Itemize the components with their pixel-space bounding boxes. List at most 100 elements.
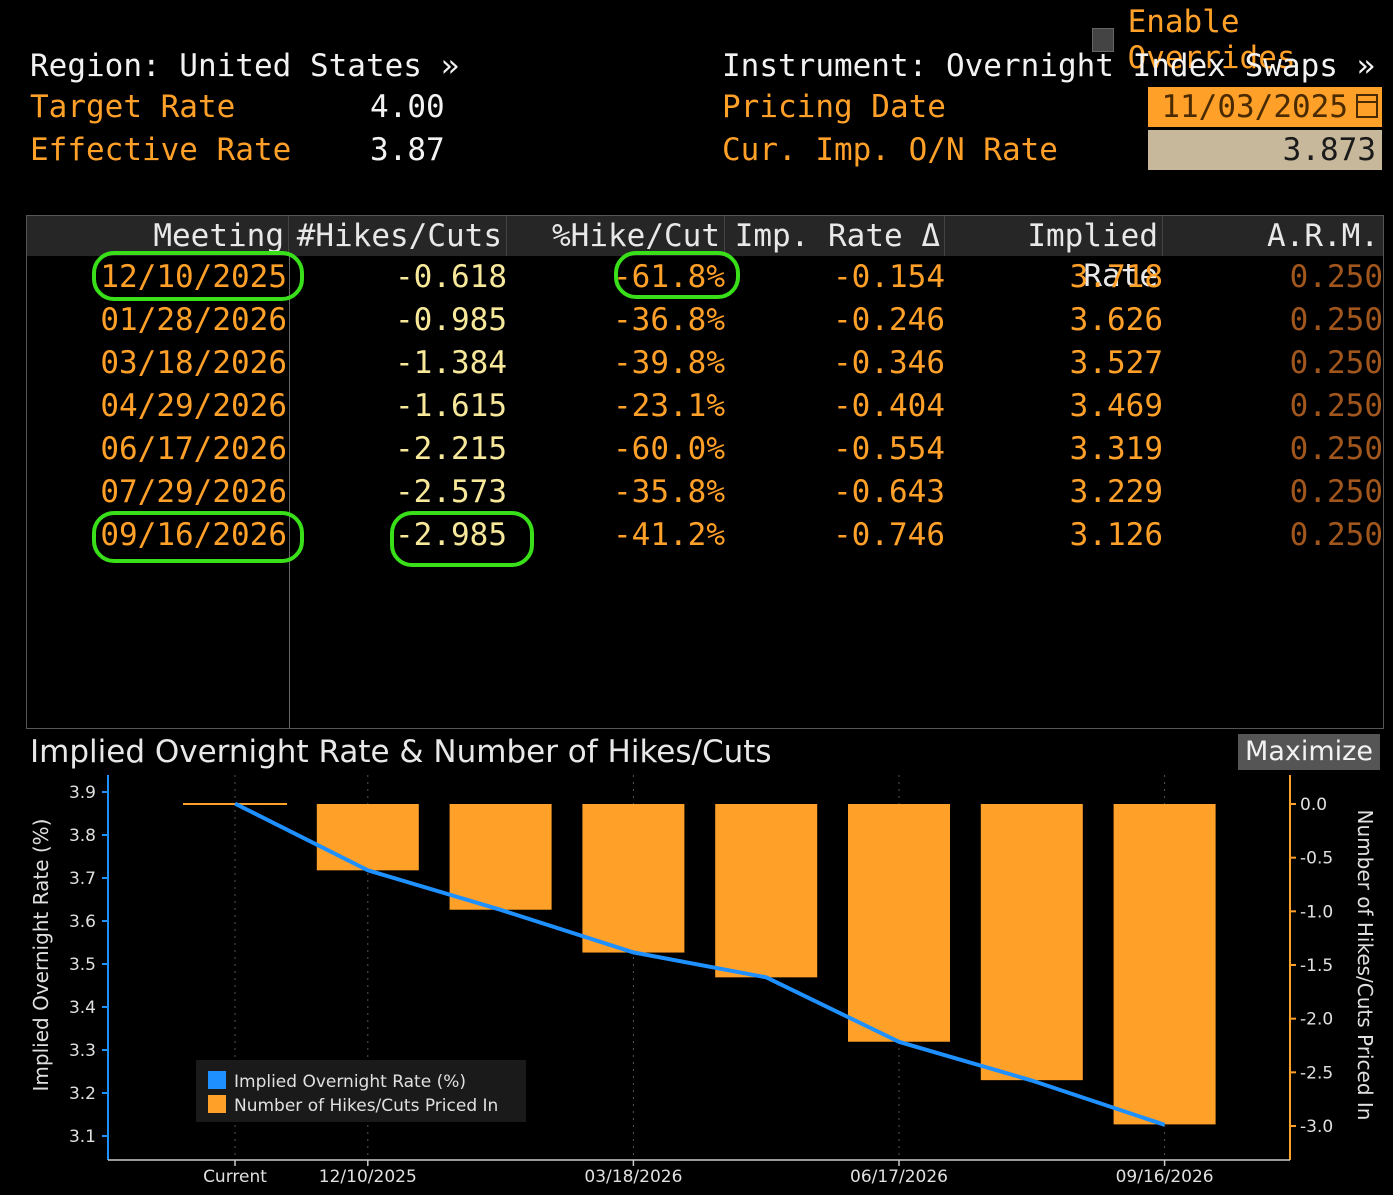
bar-hikes-cuts — [848, 804, 950, 1042]
meeting-date: 03/18/2026 — [100, 345, 287, 381]
highlight-circle — [92, 251, 304, 301]
target-rate-value: 4.00 — [370, 89, 445, 125]
implied-rate: 3.319 — [1069, 431, 1163, 467]
col-pct[interactable]: %Hike/Cut — [507, 216, 725, 256]
overrides-checkbox[interactable] — [1092, 28, 1114, 52]
x-tick-label: Current — [203, 1167, 267, 1187]
right-tick-label: 0.0 — [1300, 795, 1327, 815]
cur-rate-value: 3.873 — [1282, 132, 1376, 168]
maximize-button[interactable]: Maximize — [1238, 734, 1380, 770]
arm-value: 0.250 — [1289, 388, 1383, 424]
implied-rate: 3.469 — [1069, 388, 1163, 424]
left-tick-label: 3.4 — [69, 998, 96, 1018]
implied-rate: 3.229 — [1069, 474, 1163, 510]
table-row[interactable]: 04/29/2026 -1.615 -23.1% -0.404 3.469 0.… — [27, 385, 1383, 428]
hikes-cuts: -0.985 — [395, 302, 507, 338]
left-tick-label: 3.3 — [69, 1041, 96, 1061]
arm-value: 0.250 — [1289, 517, 1383, 553]
left-tick-label: 3.7 — [69, 869, 96, 889]
bar-hikes-cuts — [715, 804, 818, 978]
imp-rate-delta: -0.404 — [833, 388, 945, 424]
column-divider — [289, 256, 290, 728]
bar-hikes-cuts — [449, 804, 552, 910]
meetings-table: Meeting #Hikes/Cuts %Hike/Cut Imp. Rate … — [26, 215, 1384, 729]
table-row[interactable]: 03/18/2026 -1.384 -39.8% -0.346 3.527 0.… — [27, 342, 1383, 385]
cur-rate-input[interactable]: 3.873 — [1148, 130, 1382, 170]
highlight-circle — [390, 511, 534, 567]
hikes-cuts: -0.618 — [395, 259, 507, 295]
right-tick-label: -2.0 — [1300, 1010, 1333, 1030]
imp-rate-delta: -0.346 — [833, 345, 945, 381]
instrument-selector[interactable]: Instrument: Overnight Index Swaps » — [722, 48, 1376, 84]
col-delta[interactable]: Imp. Rate Δ — [725, 216, 945, 256]
x-tick-label: 12/10/2025 — [319, 1167, 417, 1187]
calendar-icon[interactable] — [1356, 94, 1378, 118]
pct-hike-cut: -39.8% — [613, 345, 725, 381]
meeting-date: 06/17/2026 — [100, 431, 287, 467]
arm-value: 0.250 — [1289, 474, 1383, 510]
hikes-cuts: -1.384 — [395, 345, 507, 381]
region-selector[interactable]: Region: United States » — [30, 48, 460, 84]
pricing-date-input[interactable]: 11/03/2025 — [1148, 87, 1382, 127]
arm-value: 0.250 — [1289, 431, 1383, 467]
x-tick-label: 03/18/2026 — [584, 1167, 682, 1187]
x-tick-label: 09/16/2026 — [1116, 1167, 1214, 1187]
pct-hike-cut: -23.1% — [613, 388, 725, 424]
col-hikes[interactable]: #Hikes/Cuts — [289, 216, 507, 256]
hikes-cuts: -2.985 — [395, 517, 507, 553]
table-header: Meeting #Hikes/Cuts %Hike/Cut Imp. Rate … — [27, 216, 1383, 294]
bar-hikes-cuts — [980, 804, 1083, 1081]
legend-label-line: Implied Overnight Rate (%) — [234, 1072, 466, 1092]
arm-value: 0.250 — [1289, 302, 1383, 338]
imp-rate-delta: -0.746 — [833, 517, 945, 553]
right-tick-label: -0.5 — [1300, 849, 1333, 869]
pricing-date-label: Pricing Date — [722, 89, 946, 125]
imp-rate-delta: -0.643 — [833, 474, 945, 510]
table-row[interactable]: 01/28/2026 -0.985 -36.8% -0.246 3.626 0.… — [27, 299, 1383, 342]
left-tick-label: 3.6 — [69, 912, 96, 932]
hikes-cuts: -2.215 — [395, 431, 507, 467]
legend-box — [196, 1060, 526, 1122]
left-tick-label: 3.2 — [69, 1084, 96, 1104]
right-axis-title: Number of Hikes/Cuts Priced In — [1353, 810, 1377, 1121]
imp-rate-delta: -0.246 — [833, 302, 945, 338]
meeting-date: 04/29/2026 — [100, 388, 287, 424]
implied-rate-line — [234, 801, 1166, 1127]
x-tick-label: 06/17/2026 — [850, 1167, 948, 1187]
overrides-label: Enable Overrides — [1127, 4, 1296, 76]
highlight-circle — [614, 251, 740, 299]
rate-hikes-chart: 3.9 3.8 3.7 3.6 3.5 3.4 3.3 3.2 3.1 0.0 -0.5 -1.0 -1… — [29, 775, 1377, 1187]
implied-rate: 3.126 — [1069, 517, 1163, 553]
bar-hikes-cuts — [582, 804, 685, 953]
table-row[interactable]: 09/16/2026 -2.985 -41.2% -0.746 3.126 0.… — [27, 514, 1383, 557]
imp-rate-delta: -0.554 — [833, 431, 945, 467]
pricing-date-value: 11/03/2025 — [1161, 89, 1348, 125]
arm-value: 0.250 — [1289, 259, 1383, 295]
pct-hike-cut: -60.0% — [613, 431, 725, 467]
meeting-date: 01/28/2026 — [100, 302, 287, 338]
hikes-cuts: -2.573 — [395, 474, 507, 510]
table-row[interactable]: 06/17/2026 -2.215 -60.0% -0.554 3.319 0.… — [27, 428, 1383, 471]
hikes-cuts: -1.615 — [395, 388, 507, 424]
implied-rate: 3.718 — [1069, 259, 1163, 295]
right-tick-label: -1.0 — [1300, 902, 1333, 922]
left-tick-label: 3.9 — [69, 783, 96, 803]
col-meeting[interactable]: Meeting — [27, 216, 289, 256]
meeting-date: 12/10/2025 — [100, 259, 287, 295]
implied-rate: 3.527 — [1069, 345, 1163, 381]
effective-rate-label: Effective Rate — [30, 132, 292, 168]
left-tick-label: 3.1 — [69, 1127, 96, 1147]
pct-hike-cut: -41.2% — [613, 517, 725, 553]
right-tick-label: -1.5 — [1300, 956, 1333, 976]
legend-swatch-line — [208, 1071, 226, 1089]
target-rate-label: Target Rate — [30, 89, 236, 125]
left-axis-title: Implied Overnight Rate (%) — [29, 819, 53, 1092]
enable-overrides-toggle[interactable]: Enable Overrides — [1092, 4, 1393, 76]
imp-rate-delta: -0.154 — [833, 259, 945, 295]
legend-label-bar: Number of Hikes/Cuts Priced In — [234, 1096, 498, 1116]
left-tick-label: 3.5 — [69, 955, 96, 975]
bar-hikes-cuts — [1113, 804, 1216, 1125]
col-rate[interactable]: Implied Rate — [945, 216, 1163, 294]
col-arm[interactable]: A.R.M. — [1163, 216, 1383, 256]
table-row[interactable]: 07/29/2026 -2.573 -35.8% -0.643 3.229 0.… — [27, 471, 1383, 514]
